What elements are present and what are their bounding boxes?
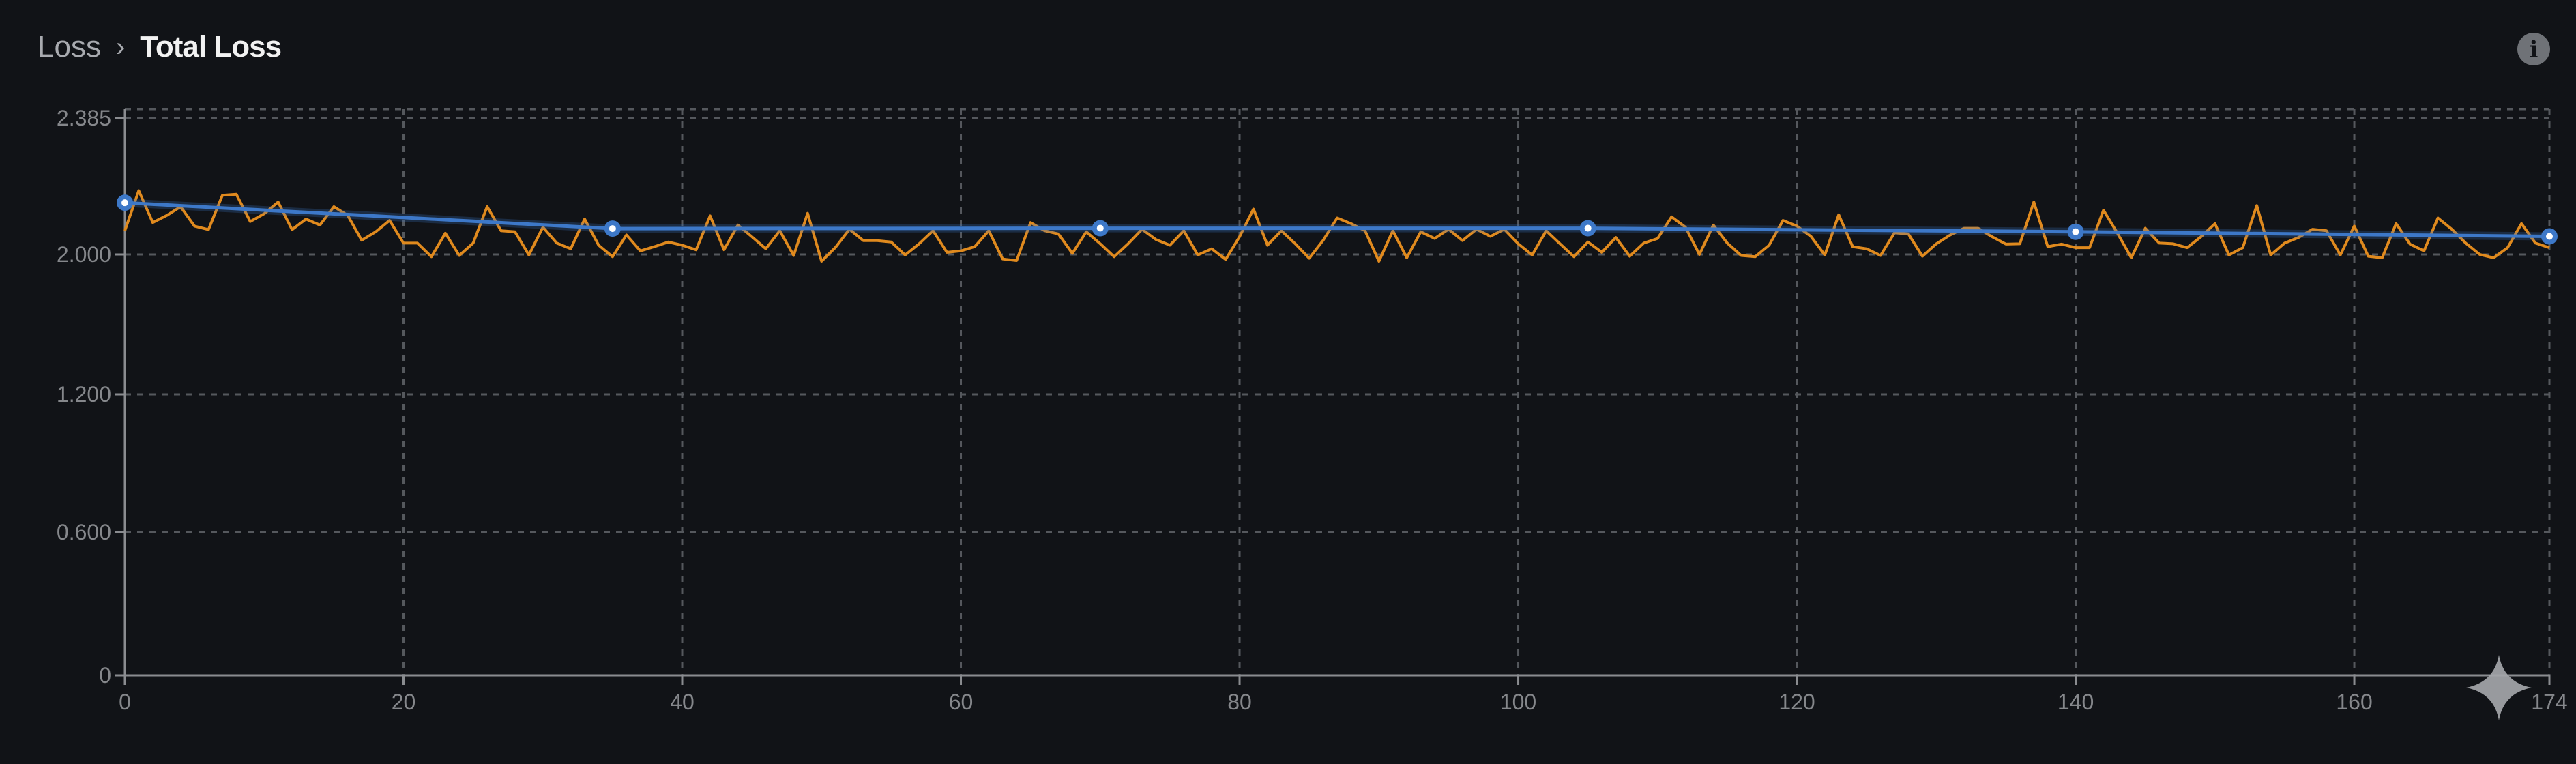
- x-tick-label: 80: [1227, 690, 1252, 714]
- chevron-right-icon: ›: [115, 31, 126, 62]
- x-tick-label: 120: [1779, 690, 1815, 714]
- x-tick-label: 0: [119, 690, 131, 714]
- grid: [125, 108, 2551, 675]
- sparkle-icon: [2466, 655, 2532, 720]
- x-tick-label: 60: [949, 690, 974, 714]
- smoothed-point-center: [2072, 228, 2079, 235]
- smoothed-point-center: [1584, 224, 1592, 232]
- smoothed-point-center: [121, 199, 128, 207]
- x-tick-label: 100: [1500, 690, 1536, 714]
- breadcrumb-current: Total Loss: [140, 30, 282, 63]
- breadcrumb: Loss › Total Loss: [38, 30, 282, 64]
- x-tick-label: 174: [2531, 690, 2567, 714]
- y-tick-label: 0.600: [57, 520, 111, 544]
- x-tick-label: 40: [670, 690, 694, 714]
- x-tick-label: 20: [392, 690, 416, 714]
- series: [117, 189, 2558, 263]
- raw-loss-line: [123, 189, 2550, 263]
- breadcrumb-parent[interactable]: Loss: [38, 30, 101, 63]
- x-tick-label: 140: [2058, 690, 2094, 714]
- smoothed-point-center: [2546, 233, 2553, 240]
- y-tick-label: 1.200: [57, 382, 111, 407]
- axes: 0 0.600 1.200 2.000 2.385 0 20 40 60 80 100 120 140 1…: [57, 106, 2568, 714]
- smoothed-loss-line: [124, 201, 2550, 238]
- x-tick-label: 160: [2336, 690, 2372, 714]
- smoothed-point-center: [1096, 224, 1104, 232]
- smoothed-point-center: [609, 225, 616, 233]
- y-tick-label: 2.000: [57, 242, 111, 267]
- info-icon[interactable]: i: [2517, 33, 2550, 65]
- y-tick-label: 0: [99, 663, 111, 688]
- y-tick-label: 2.385: [57, 106, 111, 130]
